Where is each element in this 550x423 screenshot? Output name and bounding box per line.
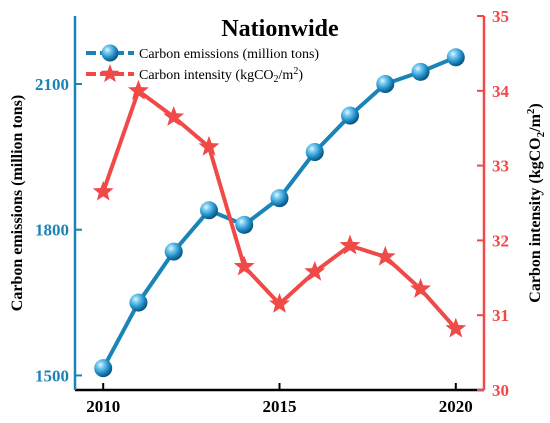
left-tick-label: 1500: [35, 366, 69, 385]
right-axis-label-part-1: Carbon intensity (kgCO: [527, 137, 544, 302]
emissions-point-2015: [270, 189, 289, 208]
emissions-point-2019: [411, 62, 430, 81]
legend-intensity-part-5: ): [298, 68, 303, 83]
emissions-point-2018: [376, 75, 395, 93]
intensity-point-2017: [339, 234, 361, 255]
right-tick-label: 33: [492, 157, 509, 176]
x-tick-label: 2020: [439, 397, 473, 416]
legend-emissions-marker: [101, 44, 119, 62]
emissions-point-2012: [164, 242, 183, 261]
intensity-point-2015: [269, 292, 290, 313]
intensity-point-2013: [198, 135, 220, 156]
emissions-point-2010: [94, 359, 113, 378]
intensity-point-2010: [92, 180, 114, 201]
right-tick-label: 34: [492, 82, 510, 101]
right-tick-label: 31: [492, 306, 509, 325]
intensity-point-2012: [163, 105, 185, 126]
emissions-point-2016: [305, 143, 324, 161]
legend-intensity-sup-4: 2: [293, 66, 298, 77]
right-axis-label-sup-4: 2: [525, 108, 537, 114]
emissions-point-2020: [446, 48, 465, 67]
right-tick-label: 32: [492, 231, 509, 250]
left-tick-label: 1800: [35, 221, 69, 240]
right-axis-label-part-3: /m: [527, 113, 544, 132]
legend-intensity-part-1: Carbon intensity (kgCO: [139, 68, 274, 83]
x-tick-label: 2010: [86, 397, 120, 416]
x-ticks: 2010 2015 2020: [86, 383, 473, 416]
intensity-point-2016: [304, 260, 326, 281]
left-tick-label: 2100: [35, 75, 69, 94]
series-layer: [92, 48, 467, 378]
emissions-point-2017: [341, 106, 360, 125]
right-ticks: 30 31 32 33 34 35: [477, 7, 510, 400]
intensity-point-2019: [410, 278, 431, 298]
x-tick-label: 2015: [263, 397, 297, 416]
left-ticks: 1500 1800 2100: [35, 75, 82, 385]
emissions-point-2014: [235, 215, 254, 234]
left-axis-label: Carbon emissions (million tons): [9, 95, 26, 311]
emissions-point-2013: [199, 201, 218, 220]
intensity-point-2014: [233, 255, 255, 276]
right-axis-label-sub-2: 2: [535, 131, 547, 137]
intensity-point-2018: [374, 245, 396, 266]
legend-emissions-label: Carbon emissions (million tons): [139, 47, 319, 62]
chart-title: Nationwide: [221, 16, 339, 42]
intensity-point-2011: [128, 79, 149, 100]
legend-intensity-part-3: /m: [279, 68, 294, 83]
legend: Carbon emissions (million tons) Carbon i…: [86, 44, 319, 85]
right-tick-label: 35: [492, 7, 509, 26]
legend-intensity-marker: [100, 64, 120, 83]
intensity-point-2020: [445, 317, 467, 338]
legend-intensity-sub-2: 2: [274, 74, 279, 85]
right-axis-label: Carbon intensity (kgCO2/m2): [525, 103, 547, 302]
emissions-point-2011: [129, 293, 148, 312]
legend-intensity-label: Carbon intensity (kgCO2/m2): [139, 66, 303, 85]
right-axis-label-part-5: ): [527, 103, 544, 108]
right-tick-label: 30: [492, 381, 509, 400]
